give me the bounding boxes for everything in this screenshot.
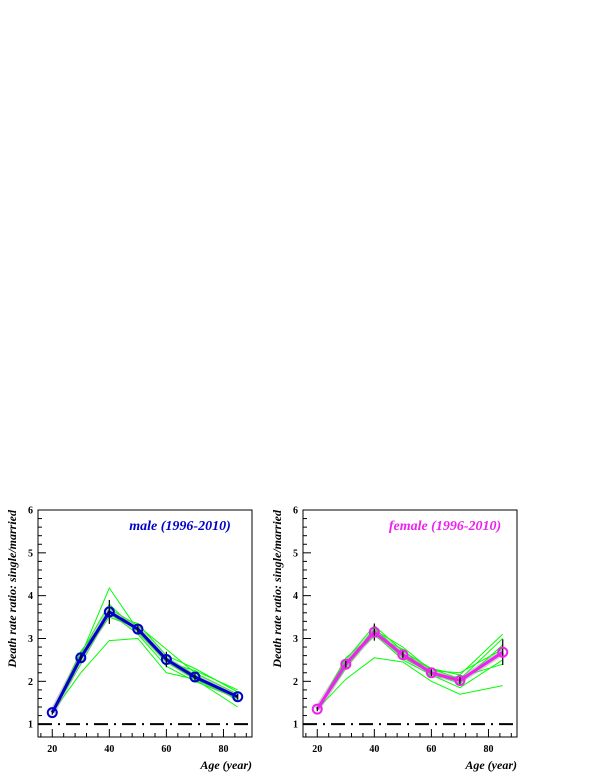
- x-axis-title: Age (year): [199, 758, 252, 772]
- data-point: [132, 623, 144, 635]
- data-point: [160, 653, 172, 665]
- data-point: [397, 649, 409, 661]
- y-tick-label: 2: [293, 677, 298, 688]
- data-point: [232, 691, 244, 703]
- data-point: [311, 703, 323, 715]
- panel-title: male (1996-2010): [129, 519, 230, 534]
- y-tick-label: 5: [293, 548, 298, 559]
- yearly-series-line: [316, 657, 503, 710]
- y-tick-label: 4: [293, 591, 298, 602]
- y-tick-label: 6: [293, 506, 298, 517]
- y-axis-title: Death rate ratio: single/married: [270, 509, 284, 669]
- data-point: [75, 652, 87, 664]
- yearly-series-line: [51, 586, 238, 713]
- data-point: [189, 671, 201, 683]
- data-point: [46, 707, 58, 719]
- y-tick-label: 3: [293, 634, 298, 645]
- y-axis-title: Death rate ratio: single/married: [5, 509, 19, 669]
- chart-panel-0: 1 2 3 4 5 6 20 40 60 80 male (1996-2010) Age (year)…: [5, 506, 253, 772]
- x-tick-label: 80: [483, 744, 493, 755]
- data-point: [454, 674, 466, 686]
- x-tick-label: 60: [161, 744, 171, 755]
- y-tick-label: 4: [28, 591, 33, 602]
- y-tick-label: 2: [28, 677, 33, 688]
- y-tick-label: 5: [28, 548, 33, 559]
- chart-panel-1: 1 2 3 4 5 6 20 40 60 80 female (1996-2010) Age (yea…: [270, 506, 518, 772]
- plot-frame: [37, 509, 253, 738]
- x-tick-label: 40: [369, 744, 379, 755]
- y-tick-label: 1: [293, 720, 298, 731]
- yearly-series-line: [51, 637, 238, 713]
- x-tick-label: 20: [312, 744, 322, 755]
- data-point: [368, 626, 380, 638]
- x-axis-title: Age (year): [464, 758, 517, 772]
- x-tick-label: 20: [47, 744, 57, 755]
- plot-frame: [302, 509, 518, 738]
- y-tick-label: 6: [28, 506, 33, 517]
- x-tick-label: 80: [218, 744, 228, 755]
- panel-title: female (1996-2010): [389, 519, 501, 534]
- data-point: [103, 606, 115, 618]
- x-tick-label: 40: [104, 744, 114, 755]
- y-tick-label: 3: [28, 634, 33, 645]
- data-point: [497, 646, 509, 658]
- data-point: [425, 667, 437, 679]
- data-point: [340, 658, 352, 670]
- yearly-series-line: [51, 614, 238, 713]
- x-tick-label: 60: [426, 744, 436, 755]
- y-tick-label: 1: [28, 720, 33, 731]
